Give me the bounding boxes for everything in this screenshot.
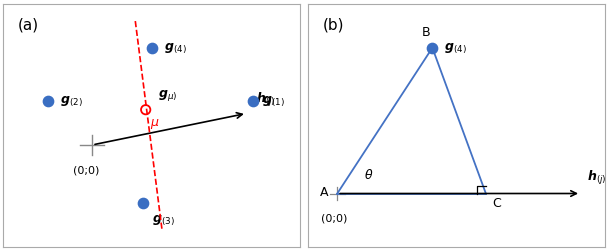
Text: $\theta$: $\theta$ <box>364 168 373 182</box>
Text: (0;0): (0;0) <box>73 165 99 175</box>
Text: $\boldsymbol{g}_{(1)}$: $\boldsymbol{g}_{(1)}$ <box>262 95 284 109</box>
Point <box>147 47 157 51</box>
Text: $\boldsymbol{h}_{(j)}$: $\boldsymbol{h}_{(j)}$ <box>256 91 275 109</box>
Point <box>138 201 147 205</box>
Text: $\boldsymbol{h}_{(j)}$: $\boldsymbol{h}_{(j)}$ <box>587 169 607 186</box>
Text: (a): (a) <box>18 17 39 32</box>
Point <box>141 108 150 112</box>
Point <box>248 100 258 104</box>
Text: A: A <box>320 185 328 198</box>
Text: C: C <box>492 196 501 209</box>
Text: $\boldsymbol{g}_{(4)}$: $\boldsymbol{g}_{(4)}$ <box>164 42 186 56</box>
Text: $\boldsymbol{g}_{\mu)}$: $\boldsymbol{g}_{\mu)}$ <box>158 88 177 103</box>
Text: (b): (b) <box>322 17 344 32</box>
Text: $\boldsymbol{g}_{(2)}$: $\boldsymbol{g}_{(2)}$ <box>60 95 82 109</box>
Text: $\mu$: $\mu$ <box>150 116 160 130</box>
Text: $\boldsymbol{g}_{(4)}$: $\boldsymbol{g}_{(4)}$ <box>444 42 467 56</box>
Point <box>428 47 437 51</box>
Text: $\boldsymbol{g}_{(3)}$: $\boldsymbol{g}_{(3)}$ <box>152 213 174 227</box>
Point <box>43 100 52 104</box>
Text: (0;0): (0;0) <box>321 213 348 223</box>
Text: B: B <box>422 26 431 39</box>
